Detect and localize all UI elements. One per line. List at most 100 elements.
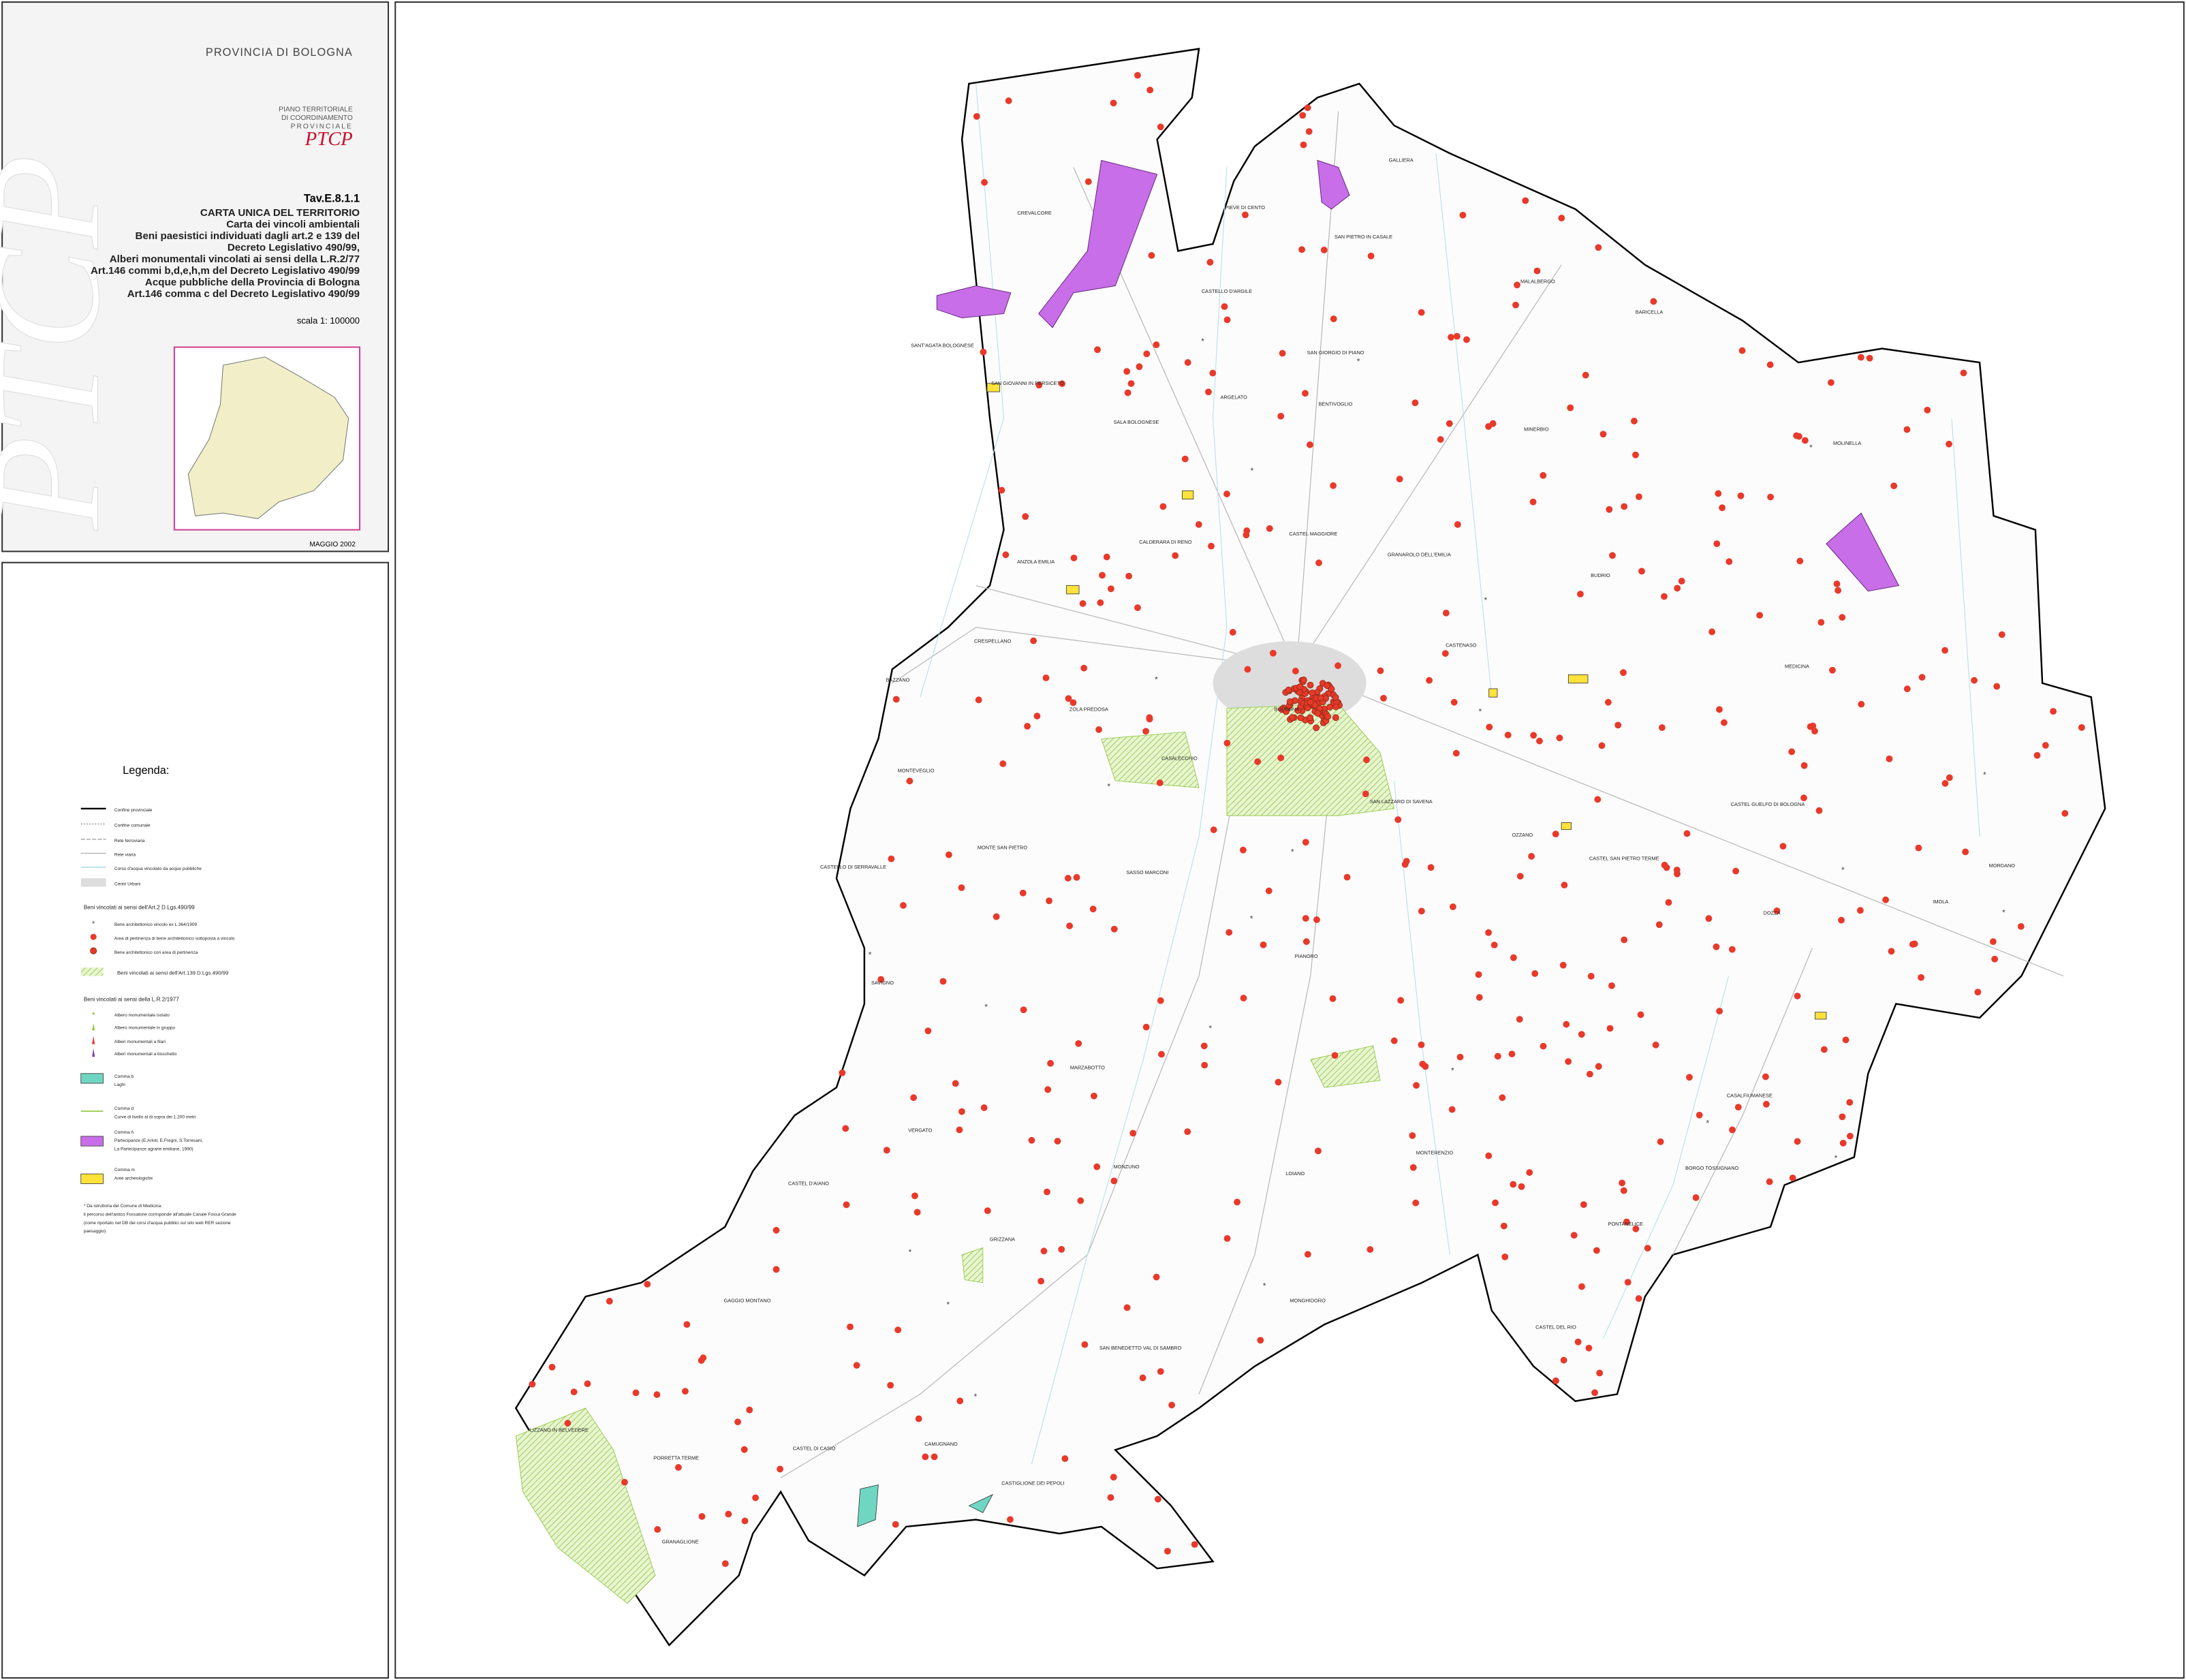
asset-dot <box>1779 843 1787 850</box>
asset-dot <box>1514 281 1520 289</box>
asset-dot <box>1903 426 1911 433</box>
asset-dot <box>1304 704 1311 712</box>
town-label: BARICELLA <box>1636 309 1664 315</box>
town-label: BENTIVOGLIO <box>1319 401 1353 407</box>
town-label: OZZANO <box>1512 832 1533 838</box>
asset-dot <box>1486 724 1493 731</box>
town-label: CASTEL DEL RIO <box>1535 1324 1576 1330</box>
star-marker: * <box>869 950 872 959</box>
town-label: LOIANO <box>1285 1170 1305 1177</box>
asset-dot <box>911 1192 918 1200</box>
asset-dot <box>1330 315 1337 322</box>
asset-dot <box>1058 1245 1065 1253</box>
asset-dot <box>1903 685 1911 693</box>
asset-dot <box>1510 954 1517 961</box>
town-label: CASTELLO DI SERRAVALLE <box>820 864 886 870</box>
asset-dot <box>1621 936 1628 944</box>
asset-dot <box>1089 905 1097 913</box>
asset-dot <box>1275 1078 1282 1086</box>
asset-dot <box>741 1517 749 1525</box>
asset-dot <box>1801 437 1809 444</box>
asset-dot <box>1362 790 1369 798</box>
asset-dot <box>1570 1232 1578 1239</box>
legend-item: Confine comunale <box>114 824 151 828</box>
asset-dot <box>839 1069 846 1076</box>
asset-dot <box>1123 368 1131 375</box>
asset-dot <box>1044 1188 1050 1196</box>
asset-dot <box>1604 698 1612 706</box>
asset-dot <box>958 1108 965 1115</box>
town-label: CALDERARA DI RENO <box>1139 539 1192 545</box>
asset-dot <box>1456 1053 1464 1061</box>
town-label: SASSO MARCONI <box>1126 869 1168 875</box>
asset-dot <box>1591 1389 1598 1397</box>
asset-dot <box>1475 971 1482 978</box>
asset-dot <box>1587 973 1595 980</box>
star-marker: * <box>1451 1066 1454 1076</box>
province-boundary <box>514 48 2106 1647</box>
asset-dot <box>1941 647 1949 654</box>
map-feature <box>936 285 1012 319</box>
asset-dot <box>984 1207 991 1215</box>
asset-dot <box>1146 715 1153 723</box>
asset-dot <box>1265 887 1272 895</box>
asset-dot <box>1609 552 1616 559</box>
asset-dot <box>683 1321 691 1328</box>
asset-dot <box>1608 982 1615 989</box>
asset-dot <box>1302 915 1309 922</box>
star-marker: * <box>984 1002 988 1012</box>
asset-dot <box>1773 907 1781 914</box>
asset-dot <box>1696 1111 1703 1119</box>
asset-dot <box>1239 846 1247 854</box>
asset-dot <box>1125 572 1133 580</box>
asset-dot <box>1234 1198 1241 1206</box>
asset-dot <box>980 348 987 356</box>
asset-dot <box>1148 252 1155 259</box>
asset-dot <box>1716 706 1723 713</box>
asset-dot <box>1313 916 1320 923</box>
asset-dot <box>1563 1021 1570 1028</box>
asset-dot <box>1631 418 1638 424</box>
asset-dot <box>1632 1225 1640 1232</box>
star-marker: * <box>909 1247 912 1257</box>
asset-dot <box>1229 629 1236 636</box>
town-label: ZOLA PREDOSA <box>1069 706 1108 713</box>
asset-dot <box>1328 685 1335 693</box>
asset-dot <box>1396 476 1403 483</box>
asset-dot <box>1304 104 1311 112</box>
asset-dot <box>1820 1046 1828 1053</box>
note: il percorso dell'antico Fossatone corris… <box>84 1213 236 1217</box>
asset-dot <box>1164 1547 1171 1555</box>
town-label: CRESPELLANO <box>974 638 1012 644</box>
asset-dot <box>1077 1197 1084 1204</box>
asset-dot <box>1655 921 1663 929</box>
asset-dot <box>1315 559 1322 567</box>
map-feature <box>92 1023 95 1031</box>
asset-dot <box>1277 412 1285 420</box>
asset-dot <box>2017 922 2025 930</box>
asset-dot <box>1594 796 1602 803</box>
star-marker: * <box>1291 847 1294 856</box>
map-feature <box>92 1036 95 1044</box>
asset-dot <box>1110 99 1117 107</box>
logo: PTCP <box>305 128 353 150</box>
legend-item: Beni vincolati ai sensi dell'Art.139 D.L… <box>117 969 228 976</box>
town-label: SAN LAZZARO DI SAVENA <box>1370 798 1433 805</box>
asset-dot <box>1501 1253 1509 1260</box>
asset-dot <box>1277 754 1285 762</box>
asset-dot <box>1223 739 1231 747</box>
asset-dot <box>1485 929 1492 936</box>
legend-item: Comma b <box>114 1074 134 1079</box>
town-label: SANT'AGATA BOLOGNESE <box>911 343 974 349</box>
asset-dot <box>1834 587 1842 594</box>
asset-dot <box>1716 1008 1723 1015</box>
town-label: BORGO TOSSIGNANO <box>1685 1165 1739 1171</box>
town-label: CREVALCORE <box>1017 210 1051 216</box>
asset-dot <box>1620 1187 1627 1194</box>
asset-dot <box>1475 994 1483 1001</box>
map-feature <box>1826 512 1900 592</box>
asset-dot <box>1582 371 1589 379</box>
asset-dot <box>1300 676 1307 683</box>
asset-dot <box>1789 1175 1796 1181</box>
